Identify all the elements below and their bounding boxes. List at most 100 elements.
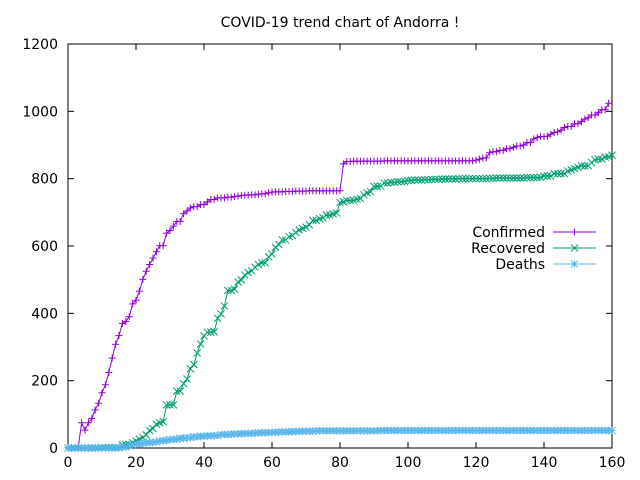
data-point: [322, 211, 331, 219]
data-point: [492, 148, 500, 156]
data-point: [380, 179, 389, 187]
data-point: [186, 365, 195, 373]
data-point: [210, 196, 218, 204]
data-point: [495, 174, 504, 182]
data-point: [213, 314, 222, 323]
y-tick-label: 1000: [22, 104, 58, 120]
data-point: [397, 177, 406, 186]
data-point: [234, 278, 242, 286]
data-point: [162, 401, 171, 409]
data-point: [186, 204, 194, 212]
data-point: [554, 128, 562, 136]
series-line: [68, 103, 610, 449]
data-point: [472, 174, 480, 183]
data-point: [478, 174, 487, 183]
data-point: [152, 248, 160, 256]
data-point: [424, 175, 433, 184]
series-layer: [64, 99, 616, 452]
data-point: [475, 155, 483, 163]
data-point: [506, 145, 514, 153]
data-point: [533, 173, 542, 182]
data-point: [176, 217, 184, 225]
data-point: [359, 190, 368, 199]
data-point: [434, 175, 443, 184]
data-point: [410, 176, 419, 184]
x-tick-label: 0: [64, 455, 73, 471]
data-point: [601, 106, 609, 114]
data-point: [88, 414, 96, 422]
data-point: [458, 174, 467, 183]
data-point: [468, 174, 477, 183]
x-tick-label: 80: [331, 455, 349, 471]
data-point: [220, 194, 228, 202]
data-point: [169, 222, 177, 230]
data-point: [227, 193, 235, 201]
data-point: [407, 176, 416, 185]
data-point: [506, 174, 514, 182]
data-point: [166, 227, 174, 235]
data-point: [240, 271, 249, 279]
data-point: [189, 360, 198, 369]
data-point: [427, 175, 436, 184]
data-point: [336, 187, 344, 195]
data-point: [469, 157, 477, 165]
data-point: [509, 143, 517, 151]
data-point: [149, 424, 157, 433]
data-point: [580, 162, 589, 170]
data-point: [486, 149, 494, 157]
data-point: [169, 401, 178, 409]
data-point: [533, 134, 541, 142]
data-point: [516, 174, 525, 182]
data-point: [526, 173, 535, 182]
axes: 0 20 40 60 80 100 120 140 160 0 200 400 600 800 1000 12…: [22, 37, 625, 471]
data-point: [557, 169, 565, 178]
data-point: [217, 310, 225, 318]
y-tick-label: 1200: [22, 37, 58, 53]
data-point: [404, 176, 412, 185]
data-point: [370, 182, 378, 191]
data-point: [78, 419, 86, 427]
data-point: [482, 154, 490, 162]
data-point: [597, 155, 606, 163]
data-point: [499, 174, 508, 182]
data-point: [540, 172, 548, 180]
data-point: [196, 340, 205, 348]
data-point: [577, 162, 586, 170]
data-point: [550, 169, 559, 178]
data-point: [530, 135, 538, 143]
data-point: [183, 207, 191, 215]
data-point: [346, 196, 355, 205]
data-point: [342, 196, 351, 205]
data-point: [108, 354, 116, 362]
data-point: [529, 173, 538, 182]
data-point: [581, 115, 589, 123]
data-point: [179, 379, 188, 388]
data-point: [502, 174, 511, 182]
data-point: [373, 182, 382, 191]
data-point: [257, 258, 266, 267]
data-point: [489, 174, 497, 183]
data-point: [516, 142, 524, 150]
data-point: [81, 426, 89, 434]
data-point: [543, 172, 552, 180]
data-point: [594, 109, 602, 117]
data-point: [305, 220, 314, 229]
data-point: [105, 369, 113, 377]
data-point: [512, 174, 521, 182]
data-point: [115, 332, 123, 340]
data-point: [308, 216, 317, 225]
legend-marker: [570, 260, 579, 268]
data-point: [366, 187, 375, 196]
data-point: [230, 285, 239, 293]
data-point: [421, 175, 429, 184]
data-point: [302, 223, 310, 232]
data-point: [519, 174, 528, 182]
data-point: [605, 99, 613, 107]
legend-marker: [570, 244, 579, 252]
data-point: [492, 174, 501, 182]
series-recovered: [64, 151, 616, 452]
y-tick-label: 0: [49, 441, 58, 457]
data-point: [234, 192, 242, 200]
